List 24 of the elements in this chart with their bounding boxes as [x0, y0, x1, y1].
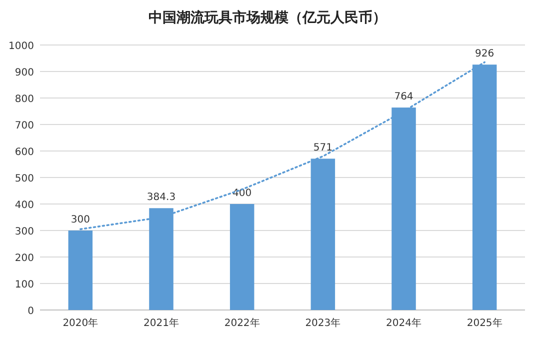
y-tick-label: 400 [14, 200, 34, 211]
x-tick-label: 2022年 [224, 317, 260, 329]
x-tick-label: 2020年 [62, 317, 98, 329]
data-label: 571 [313, 142, 332, 154]
x-tick-label: 2025年 [466, 317, 502, 329]
y-tick-label: 1000 [8, 41, 34, 52]
y-tick-label: 500 [14, 174, 34, 184]
chart-title: 中国潮流玩具市场规模（亿元人民币） [148, 9, 386, 26]
data-label: 384.3 [146, 192, 176, 204]
y-tick-label: 0 [28, 306, 34, 317]
y-tick-label: 900 [14, 68, 34, 78]
y-tick-label: 100 [14, 280, 34, 290]
x-tick-label: 2024年 [386, 317, 422, 329]
data-label: 764 [394, 92, 414, 103]
y-tick-label: 600 [14, 147, 34, 158]
y-tick-label: 800 [14, 94, 34, 105]
y-tick-label: 700 [14, 120, 34, 132]
data-label: 300 [70, 214, 90, 226]
y-tick-label: 300 [14, 226, 34, 238]
x-tick-label: 2023年 [305, 317, 341, 329]
bar [230, 204, 254, 310]
data-label: 926 [475, 48, 494, 60]
y-tick-label: 200 [14, 253, 34, 264]
x-tick-label: 2021年 [144, 317, 179, 329]
